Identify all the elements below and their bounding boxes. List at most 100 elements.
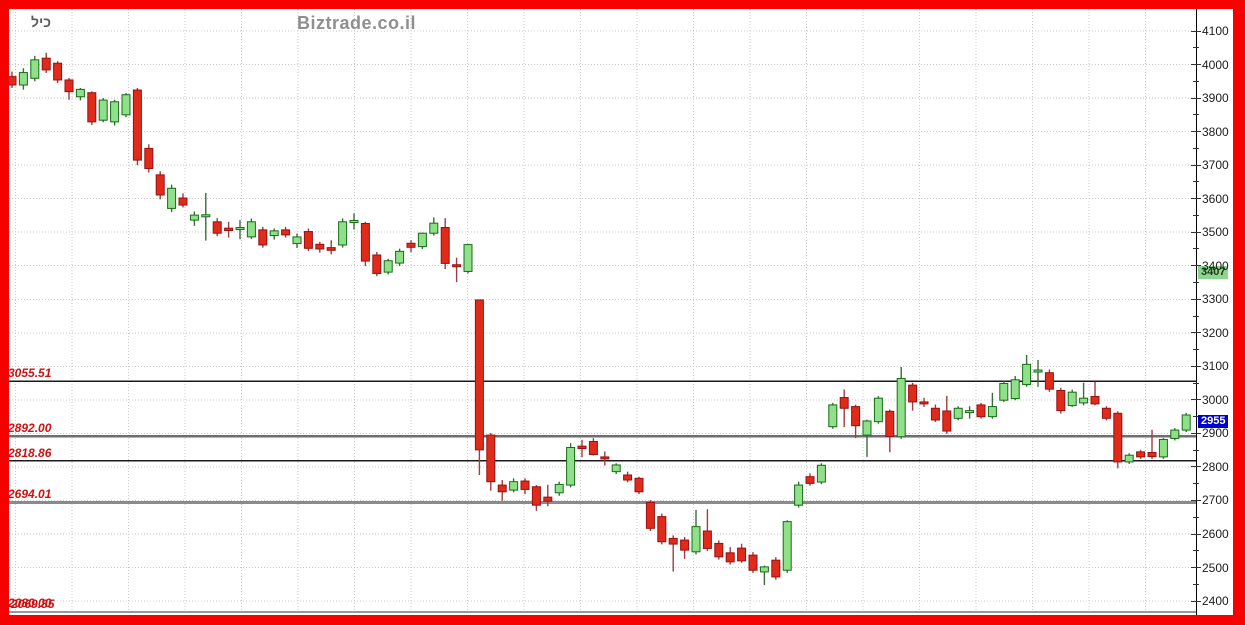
candle-body [497,484,507,493]
candle-body [1033,369,1043,373]
axis-minor-tick [1193,80,1199,82]
candle-body [520,480,530,490]
candle-body [759,566,769,573]
axis-tick-label: 4100 [1202,24,1229,38]
candle-body [224,227,234,232]
candle-body [132,89,142,161]
axis-tick-label: 2500 [1202,560,1229,575]
candle-body [64,79,74,93]
axis-minor-tick [1193,248,1199,250]
axis-tick-label: 2600 [1202,527,1229,542]
support-level-label: 3055.51 [8,366,52,381]
candle-body [771,559,781,578]
candle-body [178,197,188,206]
candle-body [383,260,393,273]
candle-body [110,101,120,123]
axis-major-tick [1191,567,1201,569]
axis-major-tick [1191,131,1201,133]
candle-body [748,554,758,571]
candle-body [611,464,621,473]
candle-body [474,299,484,451]
axis-major-tick [1191,198,1201,200]
symbol-label: כיל [31,14,51,30]
candle-body [702,530,712,549]
candle-body [360,222,370,262]
axis-minor-tick [1193,315,1199,317]
candle-body [1022,363,1032,385]
axis-minor-tick [1193,181,1199,183]
axis-tick-label: 3300 [1202,292,1229,307]
candle-body [1158,438,1168,458]
axis-tick-label: 3400 [1202,258,1229,273]
candle-body [246,221,256,238]
axis-tick-label: 3100 [1202,359,1229,374]
axis-major-tick [1191,265,1201,267]
candle-body [554,483,564,494]
axis-minor-tick [1193,382,1199,384]
candle-body [452,264,462,268]
axis-tick-label: 4000 [1202,57,1229,72]
candle-body [144,147,154,169]
candle-body [953,407,963,419]
candle-body [1181,414,1191,431]
candle-body [668,537,678,545]
axis-minor-tick [1193,147,1199,149]
candle-body [258,229,268,246]
axis-major-tick [1191,432,1201,434]
candle-body [1067,391,1077,407]
candle-body [873,397,883,423]
candle-body [121,94,131,116]
candle-body [976,404,986,418]
candle-body [212,221,222,234]
candle-body [440,227,450,264]
candle-body [691,526,701,553]
candle-body [987,406,997,418]
candle-body [269,230,279,237]
red-frame-right [1233,0,1245,625]
candle-body [782,521,792,571]
bottom-overlap-label: 2080.00 [8,596,52,610]
candle-body [851,406,861,427]
candle-body [862,420,872,436]
axis-minor-tick [1193,282,1199,283]
support-level-label: 2892.00 [8,421,52,436]
candle-body [303,231,313,249]
axis-major-tick [1191,466,1201,468]
axis-major-tick [1191,164,1201,166]
candle-body [30,59,40,79]
candle-body [53,62,63,81]
candle-body [372,254,382,274]
last-price-badge: 2955 [1198,415,1229,428]
red-frame-top [0,0,1245,9]
axis-major-tick [1191,231,1201,233]
candle-body [634,477,644,493]
candle-body [41,57,51,71]
axis-minor-tick [1193,416,1199,418]
axis-tick-label: 3700 [1202,158,1229,173]
candle-body [588,440,598,456]
axis-major-tick [1191,365,1201,367]
axis-tick-label: 3200 [1202,325,1229,340]
candle-body [1170,429,1180,439]
candle-body [87,92,97,123]
support-level-label: 2694.01 [8,487,52,502]
candle-body [349,219,359,223]
candle-body [816,464,826,483]
candle-body [292,236,302,245]
candle-body [201,214,211,218]
candle-body [645,502,655,529]
candle-body [155,174,165,196]
candle-body [999,382,1009,401]
candle-body [942,410,952,432]
candle-body [885,410,895,437]
candle-body [680,539,690,551]
axis-minor-tick [1193,114,1199,116]
candle-body [463,244,473,272]
axis-major-tick [1191,332,1201,334]
candle-body [828,404,838,428]
candle-body [1010,379,1020,400]
candle-body [1124,454,1134,463]
candle-body [7,76,17,86]
candle-body [395,250,405,264]
axis-tick-label: 3500 [1202,225,1229,240]
